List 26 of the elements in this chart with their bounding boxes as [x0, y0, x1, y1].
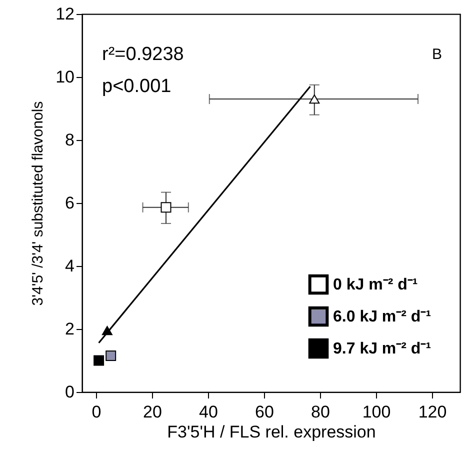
legend-label: 9.7 kJ m⁻² d⁻¹: [333, 340, 432, 358]
annotation: B: [432, 46, 442, 63]
x-axis-title: F3'5'H / FLS rel. expression: [167, 422, 376, 442]
y-tick-label: 12: [56, 4, 74, 24]
y-tick-label: 10: [56, 68, 74, 86]
x-tick-label: 60: [255, 402, 274, 422]
x-tick-label: 80: [311, 402, 330, 422]
x-tick-label: 100: [362, 402, 391, 422]
annotation: r²=0.9238: [102, 44, 184, 65]
x-tick-label: 120: [418, 402, 447, 422]
y-tick-label: 2: [65, 320, 74, 338]
y-tick-label: 4: [65, 256, 74, 276]
y-tick-label: 6: [65, 194, 74, 212]
point: [106, 350, 116, 362]
x-tick-label: 0: [92, 402, 102, 422]
point: [309, 94, 320, 104]
y-tick-label: 8: [65, 130, 74, 150]
legend-label: 6.0 kJ m⁻² d⁻¹: [333, 308, 432, 326]
y-tick-label: 0: [65, 382, 74, 402]
y-axis-title: 3'4'5' /3'4' substituted flavonols: [30, 101, 47, 306]
point: [94, 355, 104, 366]
legend-label: 0 kJ m⁻² d⁻¹: [333, 276, 418, 294]
x-tick-label: 40: [199, 402, 218, 422]
annotation: p<0.001: [102, 76, 172, 97]
x-tick-label: 20: [143, 402, 162, 422]
point: [160, 202, 172, 213]
